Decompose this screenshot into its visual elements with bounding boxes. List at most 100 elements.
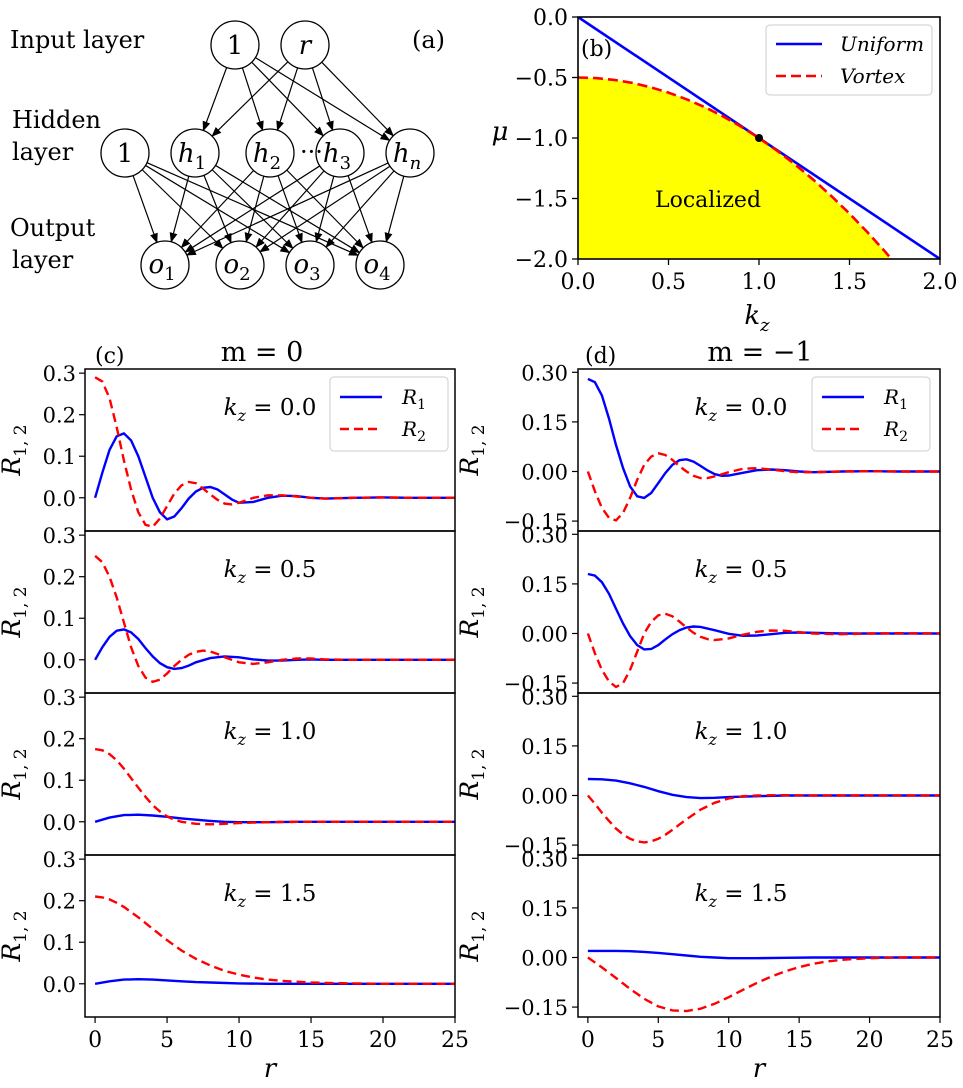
series-line-r1 (94, 813, 455, 824)
edge-hidden-output (132, 175, 158, 244)
subplot-frame (577, 692, 941, 856)
series-line-r2 (94, 554, 455, 684)
y-tick-label: 0.0 (43, 973, 76, 997)
y-tick-label: 0.30 (521, 361, 568, 385)
subplot-frame (84, 692, 456, 856)
x-tick-label: 0.0 (561, 270, 596, 295)
output-node (285, 240, 335, 290)
edge-hidden-output (180, 170, 255, 249)
edge-hidden-output (169, 176, 190, 243)
edge-hidden-output (184, 165, 321, 253)
x-tick-label: 0.5 (651, 270, 686, 295)
kz-annotation: kz = 1.0 (224, 719, 317, 749)
series-line-r2 (587, 956, 940, 1013)
output-node-label: o3 (293, 250, 320, 285)
x-tick-label: 15 (297, 1028, 325, 1053)
y-axis-label: R1, 2 (0, 748, 31, 800)
x-tick-label: 10 (225, 1028, 253, 1053)
kz-annotation: kz = 0.5 (695, 557, 788, 587)
y-tick-label: −0.15 (504, 996, 568, 1020)
subplot-kz-0.5: −0.15 0.00 0.15 0.30 R1, 2 kz = 0.5 (455, 523, 941, 696)
x-axis-label: kz (744, 301, 770, 336)
x-tick-label: 1.0 (742, 270, 777, 295)
y-tick-label: 0.0 (43, 811, 76, 835)
input-node (210, 20, 260, 70)
subplot-kz-1.5: 0.0 0.1 0.2 0.3 R1, 2 kz = 1.5 (0, 848, 456, 1023)
panel-title: m = −1 (707, 337, 812, 368)
kz-annotation: kz = 0.0 (224, 395, 317, 425)
panel-a: Input layer Hidden layer Output layer (a… (10, 20, 445, 290)
subplot-kz-0.5: 0.0 0.1 0.2 0.3 R1, 2 kz = 0.5 (0, 524, 456, 694)
y-tick-label: 0.30 (521, 847, 568, 871)
x-tick-label: 25 (926, 1028, 954, 1053)
y-axis-label: R1, 2 (455, 424, 489, 476)
y-axis-label: R1, 2 (455, 748, 489, 800)
output-node-label: o4 (363, 250, 390, 285)
hidden-node (315, 128, 365, 178)
series-line-r1 (94, 628, 455, 671)
x-axis-label: r (264, 1054, 278, 1084)
output-node (140, 240, 190, 290)
hidden-node (385, 128, 435, 178)
series-line-r2 (94, 747, 455, 826)
panel-tag: (d) (585, 344, 616, 369)
edge-hidden-output (384, 176, 405, 243)
subplot-kz-1.0: −0.15 0.00 0.15 0.30 R1, 2 kz = 1.0 (455, 685, 941, 858)
critical-point-marker (755, 134, 763, 142)
x-tick-label: 15 (785, 1028, 813, 1053)
y-tick-label: 0.15 (521, 573, 568, 597)
kz-annotation: kz = 0.5 (224, 557, 317, 587)
y-tick-label: 0.2 (43, 728, 76, 752)
subplot-frame (577, 854, 941, 1018)
y-tick-label: −0.15 (504, 510, 568, 534)
input-node (280, 20, 330, 70)
hidden-ellipsis: ··· (300, 138, 323, 166)
edge-input-hidden (241, 67, 264, 132)
series-line-r1 (587, 377, 940, 500)
edge-input-hidden (276, 67, 299, 132)
x-axis-label: r (753, 1054, 767, 1084)
y-tick-label: 0.1 (43, 445, 76, 469)
y-tick-label: 0.2 (43, 890, 76, 914)
x-tick-label: 20 (856, 1028, 884, 1053)
y-tick-label: 0.00 (521, 946, 568, 970)
series-line-r1 (587, 572, 940, 651)
kz-annotation: kz = 1.0 (695, 719, 788, 749)
y-axis-label: R1, 2 (0, 424, 31, 476)
edge-hidden-output (141, 169, 224, 249)
x-tick-label: 5 (651, 1028, 665, 1053)
legend-entry-r2: R2 (401, 417, 426, 445)
y-axis-label: R1, 2 (455, 910, 489, 962)
y-tick-label: 0.2 (43, 404, 76, 428)
y-tick-label: 0.00 (521, 460, 568, 484)
x-tick-label: 5 (160, 1028, 174, 1053)
edge-input-hidden (202, 67, 228, 132)
localized-region (578, 77, 890, 259)
x-tick-label: 2.0 (923, 270, 958, 295)
panel-c-m0: 0.00.10.20.3R1, 2kz = 0.0R1R20.00.10.20.… (0, 337, 469, 1084)
series-line-r2 (586, 452, 940, 522)
y-tick-label: 0.3 (43, 524, 76, 548)
panel-a-tag: (a) (412, 26, 445, 54)
hidden-node (100, 128, 150, 178)
y-tick-label: −0.15 (504, 834, 568, 858)
x-tick-label: 0 (581, 1028, 595, 1053)
hidden-node (170, 128, 220, 178)
y-tick-label: 0.00 (521, 784, 568, 808)
output-node (355, 240, 405, 290)
panel-tag: (c) (95, 344, 125, 369)
subplot-kz-1.5: −0.15 0.00 0.15 0.30 R1, 2 kz = 1.5 (455, 847, 941, 1023)
x-tick-label: 20 (369, 1028, 397, 1053)
legend-entry-r1: R1 (401, 385, 426, 413)
edge-hidden-output (259, 165, 391, 253)
subplot-frame (577, 530, 941, 694)
input-node-label: r (299, 31, 313, 61)
y-tick-label: 0.30 (521, 523, 568, 547)
y-tick-label: 0.15 (521, 411, 568, 435)
y-axis-label: R1, 2 (455, 586, 489, 638)
